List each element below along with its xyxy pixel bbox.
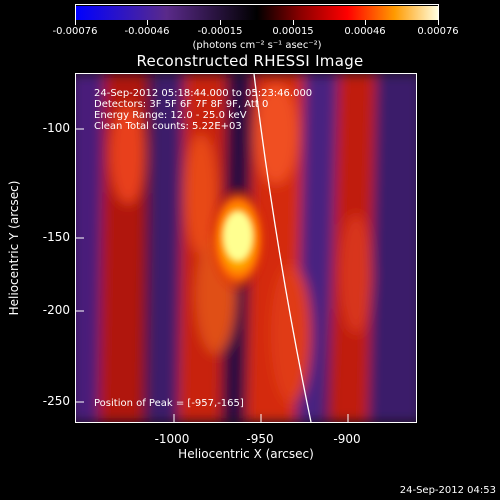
y-tick-labels: -100 -150 -200 -250: [0, 0, 70, 500]
y-tick-label: -150: [42, 230, 70, 244]
info-detectors: Detectors: 3F 5F 6F 7F 8F 9F, Att 0: [94, 99, 269, 110]
y-tick-label: -250: [42, 394, 70, 408]
colorbar-tick: [75, 20, 76, 25]
colorbar-ticks: [75, 20, 439, 26]
colorbar-tick-label: -0.00015: [197, 26, 243, 37]
peak-position-label: Position of Peak = [-957,-165]: [94, 398, 244, 409]
y-tick-label: -200: [42, 303, 70, 317]
info-time-range: 24-Sep-2012 05:18:44.000 to 05:23:46.000: [94, 88, 313, 99]
plot-title: Reconstructed RHESSI Image: [136, 52, 364, 70]
info-energy-range: Energy Range: 12.0 - 25.0 keV: [94, 110, 247, 121]
colorbar-units: (photons cm⁻² s⁻¹ asec⁻²): [192, 40, 322, 51]
footer-timestamp: 24-Sep-2012 04:53: [399, 485, 496, 496]
colorbar-gradient: [76, 6, 438, 20]
x-tick-label: -950: [246, 432, 274, 446]
image-plot: [75, 73, 417, 423]
colorbar-tick-label: -0.00076: [52, 26, 98, 37]
colorbar-tick-label: 0.00015: [272, 26, 314, 37]
colorbar-tick-label: -0.00046: [124, 26, 170, 37]
colorbar-tick: [438, 20, 439, 25]
colorbar-tick: [365, 20, 366, 25]
y-tick-label: -100: [42, 121, 70, 135]
info-clean-counts: Clean Total counts: 5.22E+03: [94, 121, 242, 132]
y-axis-label: Heliocentric Y (arcsec): [7, 180, 21, 316]
rhessi-image: [76, 74, 416, 422]
x-axis-label: Heliocentric X (arcsec): [178, 447, 314, 461]
colorbar-tick-label: 0.00046: [344, 26, 386, 37]
colorbar-tick: [147, 20, 148, 25]
colorbar-tick-label: 0.00076: [417, 26, 459, 37]
colorbar-tick: [293, 20, 294, 25]
colorbar-tick: [220, 20, 221, 25]
x-tick-label: -1000: [154, 432, 190, 446]
colorbar: [75, 4, 439, 20]
x-tick-label: -900: [333, 432, 361, 446]
solar-limb-line: [253, 74, 312, 422]
